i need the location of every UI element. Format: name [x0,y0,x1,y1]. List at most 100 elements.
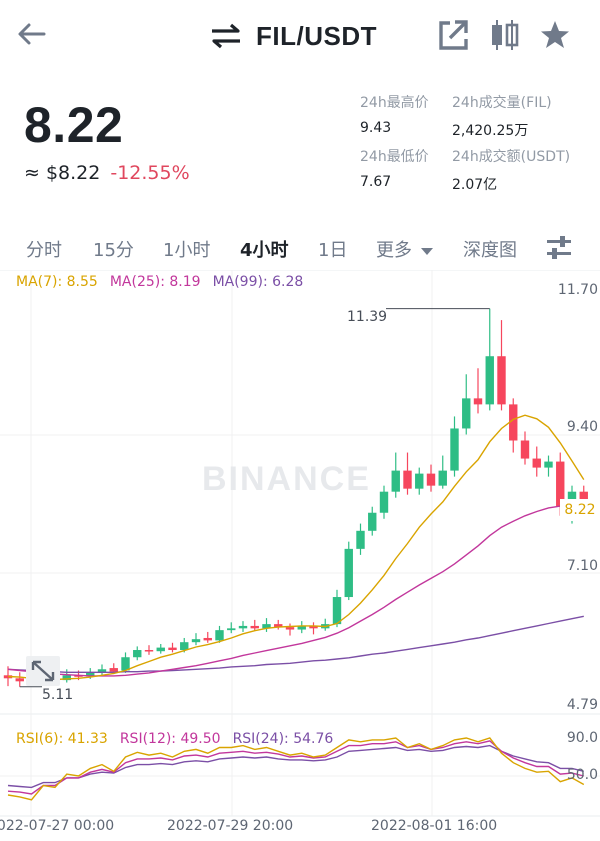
candle-body [133,650,142,658]
candle-body [74,675,83,677]
candle-body [391,470,400,492]
stat-low: 24h最低价 7.67 [360,146,429,190]
expand-icon [31,660,55,682]
stat-label: 24h最高价 [360,95,429,111]
current-price-label: 8.22 [560,499,600,521]
fiat-price: ≈ $8.22 [24,162,101,184]
candle-body [297,625,306,630]
candle-body [309,625,318,629]
stat-value: 2.07亿 [452,177,498,193]
kline-chart[interactable] [0,270,600,841]
stat-volume: 24h成交量(FIL) 2,420.25万 [452,92,552,140]
candle-body [250,625,259,629]
candle-body [285,627,295,630]
ma25-line [7,500,584,677]
rsi-legend: RSI(6): 41.33 RSI(12): 49.50 RSI(24): 54… [16,731,333,747]
candle-body [215,630,224,641]
ma7-label: MA(7): 8.55 [16,274,98,290]
candle-body [438,470,447,486]
price-change: -12.55% [110,162,190,184]
candle-body [368,512,377,531]
candle-body [344,548,353,598]
candle-body [180,642,189,651]
candle-body [379,491,389,513]
interval-tabs: 分时 15分 1小时 4小时 1日 更多 深度图 [0,224,600,270]
x-tick-text: 2022-07-27 00:00 [0,818,115,834]
tab-1h[interactable]: 1小时 [163,240,211,261]
last-price: 8.22 [24,97,124,153]
top-bar: FIL/USDT [0,0,600,72]
tab-15m[interactable]: 15分 [93,240,134,261]
candle-body [556,461,565,507]
candle-body [509,404,518,441]
candle-body [544,461,553,468]
swap-arrows-icon [212,23,240,49]
candle-body [121,657,130,671]
stat-label: 24h最低价 [360,149,429,165]
candle-body [144,650,154,652]
candle-body [203,637,212,641]
rsi12-line [7,740,584,795]
ma99-line [7,615,584,673]
candle-body [168,647,177,651]
tab-more-label: 更多 [376,240,412,261]
rsi-tick: 90.0 [566,730,598,746]
candle-body [520,440,530,459]
ma7-line [7,414,585,681]
candle-body [62,675,71,681]
stat-label: 24h成交额(USDT) [452,149,571,165]
price-sub: ≈ $8.22 -12.55% [24,162,190,184]
stat-label: 24h成交量(FIL) [452,95,552,111]
candle-body [485,356,494,405]
stat-high: 24h最高价 9.43 [360,92,429,136]
candle-body [332,597,342,625]
stat-value: 9.43 [360,120,392,136]
rsi12-label: RSI(12): 49.50 [119,731,221,747]
rsi24-line [7,744,584,789]
y-tick: 9.40 [566,419,598,435]
tab-more[interactable]: 更多 [376,236,434,262]
candle-body [86,672,95,677]
x-tick: 2022-07-27 00:00 [0,818,114,834]
candle-body [97,669,107,673]
candle-body [497,356,506,405]
candle-body [462,398,471,429]
y-tick: 11.70 [557,282,598,298]
y-tick: 7.10 [566,558,598,574]
arrow-left-icon[interactable] [14,18,50,50]
candle-body [109,668,118,672]
candle-body [156,647,165,652]
candle-body [227,628,236,631]
rsi6-line [7,737,585,801]
rsi-tick: 50.0 [566,767,598,783]
candle-body [191,639,201,643]
candle-body [579,491,588,500]
tab-timeline[interactable]: 分时 [26,240,62,261]
ma99-label: MA(99): 6.28 [212,274,304,290]
tab-4h[interactable]: 4小时 [240,240,289,261]
candle-body [532,458,541,468]
candle-body [426,473,436,486]
star-icon[interactable] [538,17,572,53]
rsi6-label: RSI(6): 41.33 [16,731,108,747]
candle-body [274,624,283,628]
high-marker: 11.39 [347,309,388,325]
tab-depth[interactable]: 深度图 [463,240,517,261]
stat-value: 2,420.25万 [452,123,529,139]
candle-body [403,470,412,489]
settings-sliders-icon[interactable] [546,235,572,261]
external-link-icon[interactable] [436,17,470,53]
pair-title: FIL/USDT [256,20,377,51]
tab-1d[interactable]: 1日 [318,240,348,261]
candle-body [473,398,483,405]
x-tick: 2022-07-29 20:00 [167,818,294,834]
watermark: BINANCE [202,460,371,498]
y-tick: 4.79 [566,697,598,713]
candle-body [238,625,248,629]
candlestick-icon[interactable] [488,17,522,53]
pair-selector[interactable]: FIL/USDT [210,18,377,54]
x-tick: 2022-08-01 16:00 [371,818,498,834]
rsi24-label: RSI(24): 54.76 [232,731,334,747]
caret-down-icon [420,248,433,255]
candle-body [262,624,271,629]
